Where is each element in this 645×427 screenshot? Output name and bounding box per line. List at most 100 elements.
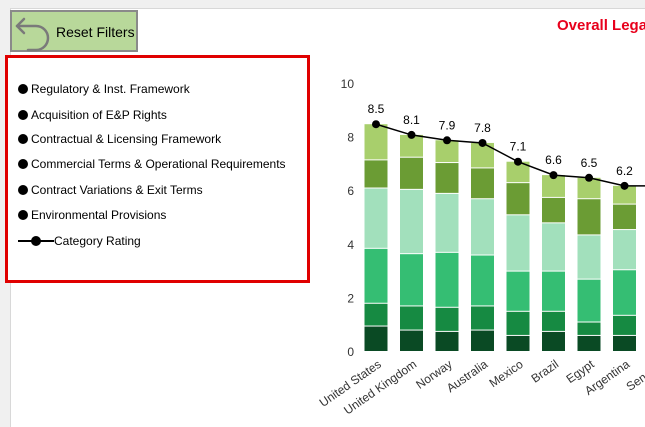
- legend-dot-icon: [18, 159, 28, 169]
- bar-segment: [435, 252, 459, 307]
- y-tick-label: 0: [347, 345, 354, 359]
- bar-segment: [542, 223, 565, 271]
- bar-segment: [506, 335, 530, 351]
- bar-segment: [400, 157, 423, 189]
- bar-segment: [577, 335, 601, 351]
- bar-segment: [400, 134, 423, 157]
- x-tick-label: Mexico: [487, 357, 526, 390]
- bar-segment: [542, 331, 565, 351]
- bar-segment: [613, 204, 636, 230]
- bar-segment: [613, 315, 636, 335]
- rating-point: [549, 171, 558, 180]
- rating-label: 6.2: [616, 164, 633, 178]
- legend-label: Environmental Provisions: [31, 208, 167, 222]
- legend-item[interactable]: Environmental Provisions: [18, 206, 166, 224]
- rating-label: 8.1: [403, 113, 420, 127]
- rating-point: [585, 173, 593, 182]
- chart-title: Overall Lega: [557, 17, 645, 34]
- legend-item-rating[interactable]: Category Rating: [18, 232, 141, 250]
- bar-segment: [542, 271, 565, 311]
- rating-label: 8.5: [368, 102, 385, 116]
- rating-point: [620, 181, 629, 190]
- bar-segment: [506, 183, 530, 215]
- reset-filters-label: Reset Filters: [56, 24, 135, 40]
- bar-segment: [471, 199, 494, 255]
- bar-segment: [471, 330, 494, 351]
- chart-legend: Regulatory & Inst. Framework Acquisition…: [5, 55, 310, 283]
- bar-segment: [542, 175, 565, 197]
- legend-dot-icon: [18, 84, 28, 94]
- bar-segment: [577, 177, 601, 199]
- rating-label: 7.8: [474, 121, 491, 135]
- y-tick-label: 8: [347, 131, 354, 145]
- rating-label: 6.5: [581, 156, 598, 170]
- legend-label: Category Rating: [54, 234, 141, 248]
- rating-point: [514, 157, 522, 166]
- bar-segment: [364, 248, 388, 303]
- legend-label: Regulatory & Inst. Framework: [31, 82, 190, 96]
- rating-label: 7.1: [510, 140, 527, 154]
- bar-segment: [364, 124, 388, 160]
- bar-segment: [435, 331, 459, 351]
- rating-point: [443, 136, 451, 145]
- bar-segment: [506, 271, 530, 311]
- bar-segment: [364, 326, 388, 351]
- legend-item[interactable]: Contractual & Licensing Framework: [18, 130, 221, 148]
- bar-segment: [471, 168, 494, 199]
- bar-segment: [400, 254, 423, 306]
- legend-label: Contract Variations & Exit Terms: [31, 183, 203, 197]
- bar-segment: [471, 306, 494, 330]
- legend-item[interactable]: Acquisition of E&P Rights: [18, 106, 167, 124]
- bar-segment: [506, 311, 530, 335]
- bar-segment: [400, 189, 423, 254]
- bar-segment: [613, 230, 636, 270]
- bar-segment: [613, 270, 636, 315]
- bar-segment: [435, 163, 459, 193]
- bar-segment: [364, 160, 388, 188]
- legend-item[interactable]: Contract Variations & Exit Terms: [18, 181, 203, 199]
- legend-label: Commercial Terms & Operational Requireme…: [31, 157, 286, 171]
- rating-point: [407, 130, 416, 139]
- bar-segment: [435, 140, 459, 163]
- bar-segment: [471, 142, 494, 168]
- rating-label: 6.6: [545, 153, 562, 167]
- reset-filters-button[interactable]: Reset Filters: [10, 10, 138, 52]
- bar-segment: [506, 161, 530, 183]
- legend-label: Contractual & Licensing Framework: [31, 132, 222, 146]
- x-tick-label: Brazil: [529, 357, 562, 386]
- bar-segment: [577, 199, 601, 235]
- legend-dot-icon: [18, 110, 28, 120]
- y-tick-label: 2: [347, 291, 354, 305]
- bar-segment: [435, 307, 459, 331]
- line-marker-icon: [18, 235, 54, 247]
- legend-dot-icon: [18, 134, 28, 144]
- legend-label: Acquisition of E&P Rights: [31, 108, 167, 122]
- rating-label: 7.9: [439, 118, 456, 132]
- legend-dot-icon: [18, 210, 28, 220]
- rating-point: [478, 138, 487, 147]
- x-tick-label: Australia: [444, 357, 491, 395]
- y-tick-label: 4: [347, 238, 354, 252]
- bar-segment: [400, 330, 423, 351]
- bar-segment: [577, 235, 601, 279]
- bar-segment: [400, 306, 423, 330]
- bar-segment: [471, 255, 494, 306]
- bar-segment: [613, 185, 636, 204]
- legend-item[interactable]: Commercial Terms & Operational Requireme…: [18, 155, 286, 173]
- bar-segment: [364, 303, 388, 326]
- bar-segment: [506, 215, 530, 271]
- bar-segment: [577, 279, 601, 322]
- y-tick-label: 10: [341, 77, 355, 91]
- bar-segment: [435, 193, 459, 252]
- bar-segment: [613, 335, 636, 351]
- bar-segment: [577, 322, 601, 335]
- y-tick-label: 6: [347, 184, 354, 198]
- bar-segment: [364, 188, 388, 248]
- rating-point: [372, 120, 380, 129]
- bar-segment: [542, 197, 565, 223]
- undo-arrow-icon: [14, 14, 54, 57]
- legend-item[interactable]: Regulatory & Inst. Framework: [18, 80, 190, 98]
- legend-dot-icon: [18, 185, 28, 195]
